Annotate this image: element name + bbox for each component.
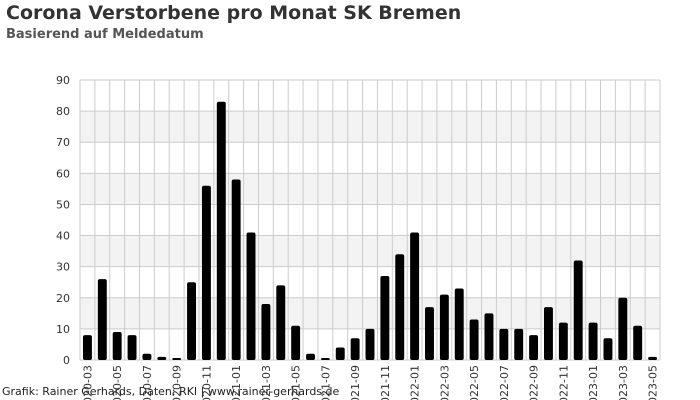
bar [246, 232, 256, 360]
grid-band [80, 235, 660, 267]
x-tick-label: 2020-11 [200, 365, 213, 400]
x-tick-label: 2023-05 [647, 365, 660, 400]
bar [499, 328, 509, 360]
bar [410, 232, 420, 360]
source-credit: Grafik: Rainer Gerhards, Daten: RKI | ww… [2, 385, 340, 398]
bar [425, 307, 434, 360]
bar [439, 294, 449, 360]
bar [201, 185, 211, 360]
bar [291, 325, 301, 360]
bar [142, 353, 152, 360]
x-tick-label: 2020-03 [81, 365, 94, 400]
bar [157, 356, 167, 360]
y-tick-label: 0 [63, 354, 70, 367]
bar [320, 358, 330, 360]
bar [365, 328, 375, 360]
x-tick-label: 2022-11 [557, 365, 570, 400]
bar [514, 328, 524, 360]
bar [454, 288, 464, 360]
x-tick-label: 2023-01 [587, 365, 600, 400]
x-tick-label: 2021-07 [319, 365, 332, 400]
bars [82, 101, 658, 361]
bar [82, 335, 92, 360]
bar [350, 338, 360, 360]
bar [648, 356, 658, 360]
y-tick-label: 10 [56, 323, 70, 336]
bar [558, 322, 568, 360]
bar [97, 279, 107, 360]
grid-band [80, 173, 660, 205]
x-tick-label: 2020-09 [171, 365, 184, 400]
bar [335, 347, 345, 360]
grid-band [80, 111, 660, 143]
bar [618, 297, 628, 360]
bar [588, 322, 598, 360]
y-tick-label: 50 [56, 198, 70, 211]
y-axis-ticks: 0 10 20 30 40 50 60 70 80 90 [56, 74, 70, 367]
bar [544, 307, 553, 360]
grid-band [80, 297, 660, 329]
bar [395, 254, 405, 360]
x-tick-label: 2022-09 [528, 365, 541, 400]
x-tick-label: 2022-05 [468, 365, 481, 400]
bar [633, 325, 643, 360]
x-tick-label: 2022-07 [498, 365, 511, 400]
x-tick-label: 2021-11 [379, 365, 392, 400]
bar [484, 313, 494, 360]
y-tick-label: 60 [56, 167, 70, 180]
bar [216, 101, 226, 361]
bar [306, 353, 315, 360]
bar [603, 338, 613, 360]
bar [276, 285, 286, 360]
y-tick-label: 90 [56, 74, 70, 87]
chart-subtitle: Basierend auf Meldedatum [6, 27, 204, 42]
chart-title: Corona Verstorbene pro Monat SK Bremen [6, 2, 462, 24]
bar [261, 304, 271, 360]
x-tick-label: 2022-03 [438, 365, 451, 400]
x-tick-label: 2020-05 [111, 365, 124, 400]
bar [187, 282, 196, 360]
bar [380, 276, 390, 360]
background-bands [80, 111, 660, 329]
bar [172, 358, 182, 360]
y-tick-label: 40 [56, 230, 70, 243]
x-tick-label: 2020-07 [141, 365, 154, 400]
bar [529, 335, 539, 360]
y-tick-label: 20 [56, 292, 70, 305]
x-tick-label: 2022-01 [409, 365, 422, 400]
x-tick-label: 2021-03 [260, 365, 273, 400]
y-tick-label: 30 [56, 261, 70, 274]
y-tick-label: 70 [56, 136, 70, 149]
bar [127, 335, 137, 360]
bar [112, 332, 122, 360]
bar [573, 260, 583, 360]
x-tick-label: 2021-05 [290, 365, 303, 400]
bar [231, 179, 241, 360]
bar [469, 319, 479, 360]
x-tick-label: 2023-03 [617, 365, 630, 400]
x-tick-label: 2021-01 [230, 365, 243, 400]
x-axis-ticks: 2020-03 2020-05 2020-07 2020-09 2020-11 2021-… [81, 365, 659, 400]
x-tick-label: 2021-09 [349, 365, 362, 400]
y-tick-label: 80 [56, 105, 70, 118]
